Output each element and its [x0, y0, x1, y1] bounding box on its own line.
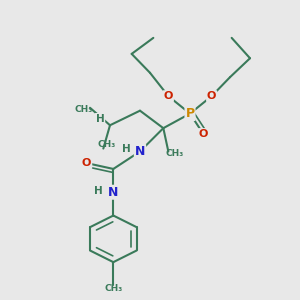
Text: N: N: [108, 186, 119, 199]
Text: N: N: [135, 145, 145, 158]
Text: CH₃: CH₃: [104, 284, 122, 293]
Text: O: O: [199, 129, 208, 139]
Text: CH₃: CH₃: [98, 140, 116, 149]
Text: P: P: [185, 107, 195, 120]
Text: O: O: [207, 91, 216, 101]
Text: CH₃: CH₃: [74, 105, 92, 114]
Text: CH₃: CH₃: [166, 149, 184, 158]
Text: H: H: [122, 143, 131, 154]
Text: O: O: [164, 91, 173, 101]
Text: O: O: [82, 158, 92, 168]
Text: H: H: [94, 186, 103, 196]
Text: H: H: [96, 114, 104, 124]
